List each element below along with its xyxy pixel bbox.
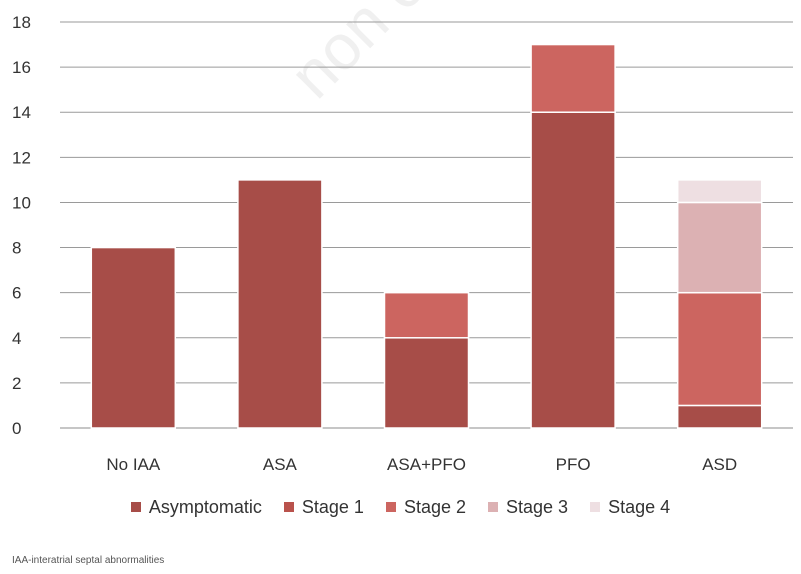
y-tick-label: 14 xyxy=(12,103,31,122)
bars xyxy=(90,43,763,429)
legend-label: Stage 2 xyxy=(403,496,467,517)
x-tick-label: No IAA xyxy=(106,455,161,474)
x-tick-label: PFO xyxy=(556,455,591,474)
x-axis-ticks: No IAA ASA ASA+PFO PFO ASD xyxy=(106,455,737,474)
chart-legend: Asymptomatic Stage 1 Stage 2 Stage 3 Stage 4 xyxy=(0,492,801,522)
x-tick-label: ASD xyxy=(702,455,737,474)
legend-label: Stage 1 xyxy=(301,496,364,517)
bar-segment xyxy=(676,201,763,294)
legend-item: Stage 2 xyxy=(385,496,467,518)
bar-segment xyxy=(383,291,470,339)
legend-label: Stage 4 xyxy=(608,496,671,517)
bar-segment xyxy=(383,337,470,429)
legend-swatch xyxy=(283,502,294,512)
bar-segment xyxy=(676,179,763,204)
legend-item: Stage 1 xyxy=(283,496,364,518)
legend-swatch xyxy=(488,502,499,512)
footnote: IAA-interatrial septal abnormalities xyxy=(12,555,165,566)
legend-item: Stage 4 xyxy=(590,497,670,518)
y-tick-label: 10 xyxy=(12,193,31,212)
x-tick-label: ASA+PFO xyxy=(387,455,466,474)
y-tick-label: 6 xyxy=(12,284,21,303)
y-tick-label: 0 xyxy=(12,419,21,438)
y-tick-label: 16 xyxy=(12,58,31,77)
legend-swatch xyxy=(385,502,396,512)
bar-segment xyxy=(676,291,763,407)
y-tick-label: 12 xyxy=(12,148,31,167)
x-tick-label: ASA xyxy=(263,455,298,474)
legend-swatch xyxy=(130,502,141,512)
y-tick-label: 2 xyxy=(12,374,21,393)
y-tick-label: 8 xyxy=(12,239,21,258)
bar-segment xyxy=(237,179,323,429)
legend-label: Asymptomatic xyxy=(148,496,262,517)
bar-segment xyxy=(90,246,177,429)
legend-swatch xyxy=(590,502,601,512)
bar-segment xyxy=(530,43,616,113)
gridlines xyxy=(60,21,793,429)
y-tick-label: 18 xyxy=(12,13,31,32)
bar-segment xyxy=(676,404,763,429)
y-axis-ticks: 0 2 4 6 8 10 12 14 16 18 xyxy=(12,13,31,438)
y-tick-label: 4 xyxy=(12,329,21,348)
legend-item: Asymptomatic xyxy=(130,496,262,518)
legend-item: Stage 3 xyxy=(488,497,568,518)
legend-label: Stage 3 xyxy=(506,496,569,517)
bar-segment xyxy=(530,111,616,429)
